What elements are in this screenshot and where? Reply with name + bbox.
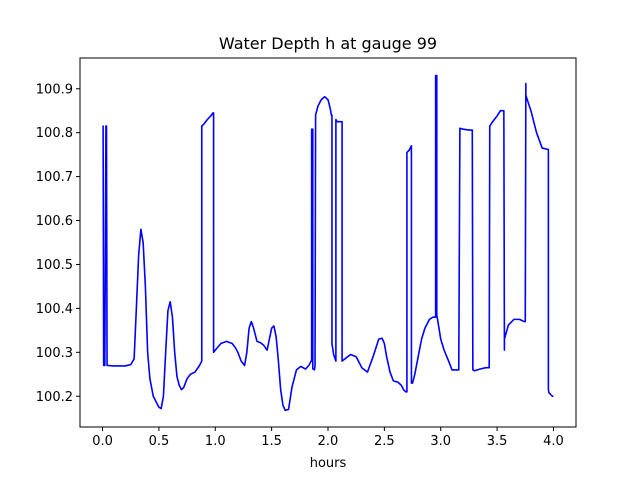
x-tick-label: 2.0 [318, 434, 339, 449]
y-tick-label: 100.4 [36, 302, 73, 317]
x-axis: 0.0 0.5 1.0 1.5 2.0 2.5 3.0 3.5 4.0 [92, 427, 564, 449]
y-tick-label: 100.8 [36, 126, 73, 141]
y-tick-label: 100.6 [36, 214, 73, 229]
y-tick-label: 100.7 [36, 170, 73, 185]
x-tick-label: 0.0 [92, 434, 113, 449]
plot-area [102, 74, 554, 412]
x-tick-label: 3.5 [487, 434, 508, 449]
x-tick-label: 0.5 [149, 434, 170, 449]
y-tick-label: 100.2 [36, 390, 73, 405]
x-axis-label: hours [310, 456, 347, 471]
y-tick-label: 100.5 [36, 258, 73, 273]
y-tick-label: 100.3 [36, 346, 73, 361]
x-tick-label: 1.0 [205, 434, 226, 449]
x-tick-label: 2.5 [374, 434, 395, 449]
y-tick-label: 100.9 [36, 82, 73, 97]
series-line-0 [102, 74, 554, 412]
x-tick-label: 4.0 [543, 434, 564, 449]
y-axis: 100.2 100.3 100.4 100.5 100.6 100.7 100.8 100.9 [36, 82, 80, 405]
x-tick-label: 3.0 [430, 434, 451, 449]
x-tick-label: 1.5 [261, 434, 282, 449]
chart-title: Water Depth h at gauge 99 [219, 34, 437, 53]
